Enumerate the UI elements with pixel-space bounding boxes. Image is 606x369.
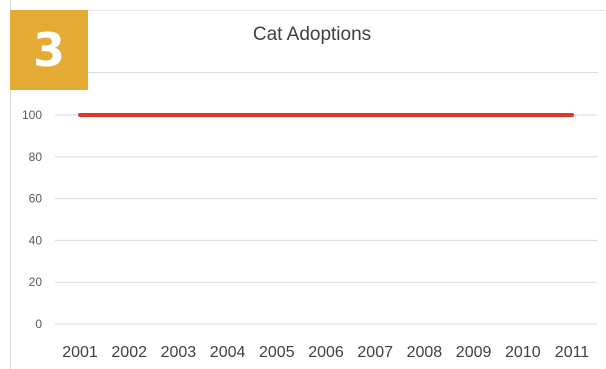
x-tick-label: 2006 bbox=[308, 344, 344, 361]
x-tick-label: 2005 bbox=[259, 344, 295, 361]
y-tick-label: 80 bbox=[29, 150, 43, 164]
y-tick-label: 60 bbox=[29, 192, 43, 206]
card-top-border bbox=[10, 10, 606, 11]
x-tick-label: 2007 bbox=[357, 344, 393, 361]
y-tick-label: 40 bbox=[29, 233, 43, 247]
x-tick-label: 2003 bbox=[161, 344, 197, 361]
x-tick-label: 2009 bbox=[456, 344, 492, 361]
x-tick-label: 2001 bbox=[62, 344, 98, 361]
x-tick-label: 2008 bbox=[407, 344, 443, 361]
x-tick-label: 2004 bbox=[210, 344, 246, 361]
header-divider bbox=[88, 72, 598, 73]
y-tick-label: 20 bbox=[29, 275, 43, 289]
card-left-border bbox=[10, 0, 11, 369]
y-tick-label: 0 bbox=[35, 317, 42, 331]
chart-title: Cat Adoptions bbox=[252, 24, 372, 45]
x-tick-label: 2002 bbox=[111, 344, 147, 361]
x-tick-label: 2011 bbox=[555, 344, 590, 361]
step-number-badge: 3 bbox=[10, 10, 88, 90]
x-tick-label: 2010 bbox=[505, 344, 541, 361]
y-tick-label: 100 bbox=[22, 108, 42, 122]
